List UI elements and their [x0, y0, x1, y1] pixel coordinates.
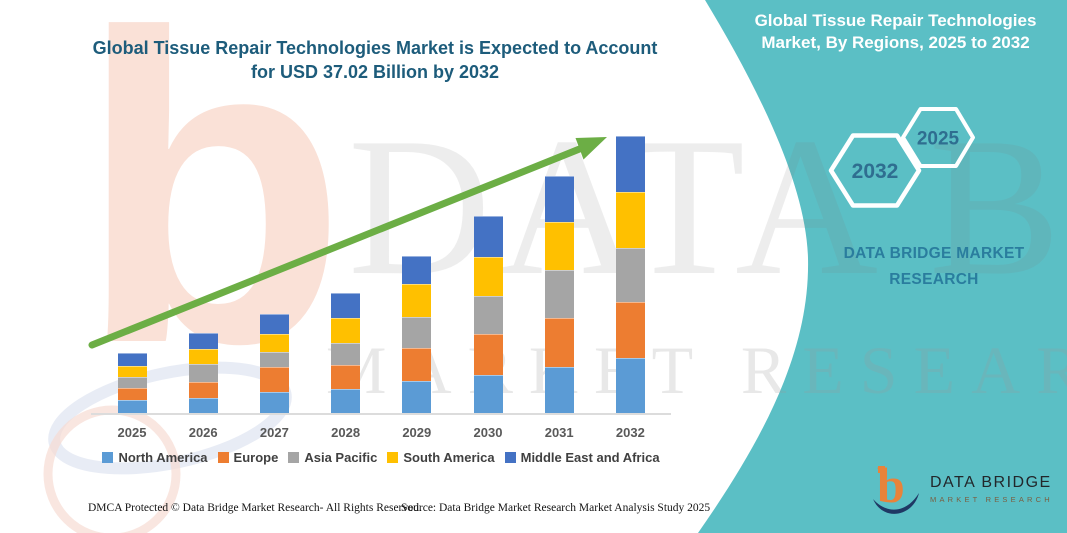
- brand-text-line1: DATA BRIDGE MARKET: [843, 245, 1025, 262]
- company-logo-subtitle: MARKET RESEARCH: [930, 495, 1053, 504]
- bar-2025: [117, 352, 147, 413]
- page-title-line1: Global Tissue Repair Technologies Market…: [92, 38, 658, 58]
- bar-segment-2032-south-america: [615, 191, 645, 248]
- bar-segment-2027-europe: [259, 366, 289, 393]
- x-axis-label-2030: 2030: [473, 425, 503, 440]
- bar-2032: [615, 136, 645, 413]
- bar-segment-2027-north-america: [259, 392, 289, 413]
- legend-label: Middle East and Africa: [520, 450, 660, 465]
- footer-dmca-text: DMCA Protected © Data Bridge Market Rese…: [88, 502, 422, 514]
- legend-item-europe: Europe: [217, 450, 279, 465]
- footer-source-text: Source: Data Bridge Market Research Mark…: [401, 502, 711, 514]
- bar-segment-2026-north-america: [188, 398, 218, 413]
- legend-item-middle-east-and-africa: Middle East and Africa: [504, 450, 660, 465]
- bar-segment-2026-south-america: [188, 349, 218, 365]
- legend-swatch: [504, 452, 516, 463]
- x-axis-label-2026: 2026: [188, 425, 218, 440]
- x-axis-label-2027: 2027: [259, 425, 289, 440]
- bar-segment-2025-south-america: [117, 365, 147, 378]
- bar-segment-2032-asia-pacific: [615, 247, 645, 303]
- legend-swatch: [387, 452, 399, 463]
- bar-segment-2025-middle-east-and-africa: [117, 352, 147, 366]
- x-axis-label-2025: 2025: [117, 425, 147, 440]
- legend-swatch: [102, 452, 114, 463]
- bar-segment-2030-north-america: [473, 374, 503, 413]
- x-axis-label-2028: 2028: [331, 425, 361, 440]
- page-title: Global Tissue Repair Technologies Market…: [80, 36, 670, 85]
- bar-segment-2032-europe: [615, 302, 645, 358]
- x-axis-line: [91, 413, 671, 415]
- bar-segment-2028-north-america: [331, 389, 361, 413]
- x-axis-label-2032: 2032: [615, 425, 645, 440]
- page-title-line2: for USD 37.02 Billion by 2032: [250, 62, 500, 83]
- legend-label: South America: [403, 450, 495, 465]
- brand-text-line2: RESEARCH: [889, 270, 979, 288]
- legend-swatch: [217, 452, 229, 463]
- x-axis-label-2031: 2031: [544, 425, 574, 440]
- bar-segment-2026-asia-pacific: [188, 364, 218, 382]
- legend-label: North America: [118, 450, 208, 465]
- company-logo-icon: b: [873, 460, 919, 514]
- bar-segment-2032-middle-east-and-africa: [615, 136, 645, 192]
- chart-legend: North America Europe Asia Pacific South Ame…: [85, 450, 677, 465]
- legend-item-north-america: North America: [102, 450, 208, 465]
- bar-segment-2029-europe: [402, 347, 432, 381]
- company-logo-name: DATA BRIDGE: [930, 474, 1052, 491]
- bar-segment-2027-asia-pacific: [259, 352, 289, 367]
- company-logo-text: DATA BRIDGE MARKET RESEARCH: [930, 474, 1053, 504]
- bar-segment-2025-asia-pacific: [117, 377, 147, 389]
- legend-label: Europe: [233, 450, 279, 465]
- brand-text: DATA BRIDGE MARKET RESEARCH: [800, 241, 1067, 292]
- bar-segment-2026-europe: [188, 381, 218, 399]
- bar-segment-2032-north-america: [615, 357, 645, 413]
- bar-segment-2028-europe: [331, 365, 361, 390]
- bar-segment-2025-north-america: [117, 400, 147, 413]
- bar-segment-2031-north-america: [544, 367, 574, 413]
- legend-swatch: [288, 452, 300, 463]
- side-panel-title: Global Tissue Repair Technologies Market…: [754, 11, 1037, 53]
- legend-label: Asia Pacific: [304, 450, 378, 465]
- bar-segment-2025-europe: [117, 388, 147, 401]
- legend-item-south-america: South America: [387, 450, 495, 465]
- company-logo: b DATA BRIDGE MARKET RESEARCH: [870, 460, 1053, 518]
- x-axis-label-2029: 2029: [402, 425, 432, 440]
- bar-segment-2029-north-america: [402, 380, 432, 413]
- legend-item-asia-pacific: Asia Pacific: [288, 450, 377, 465]
